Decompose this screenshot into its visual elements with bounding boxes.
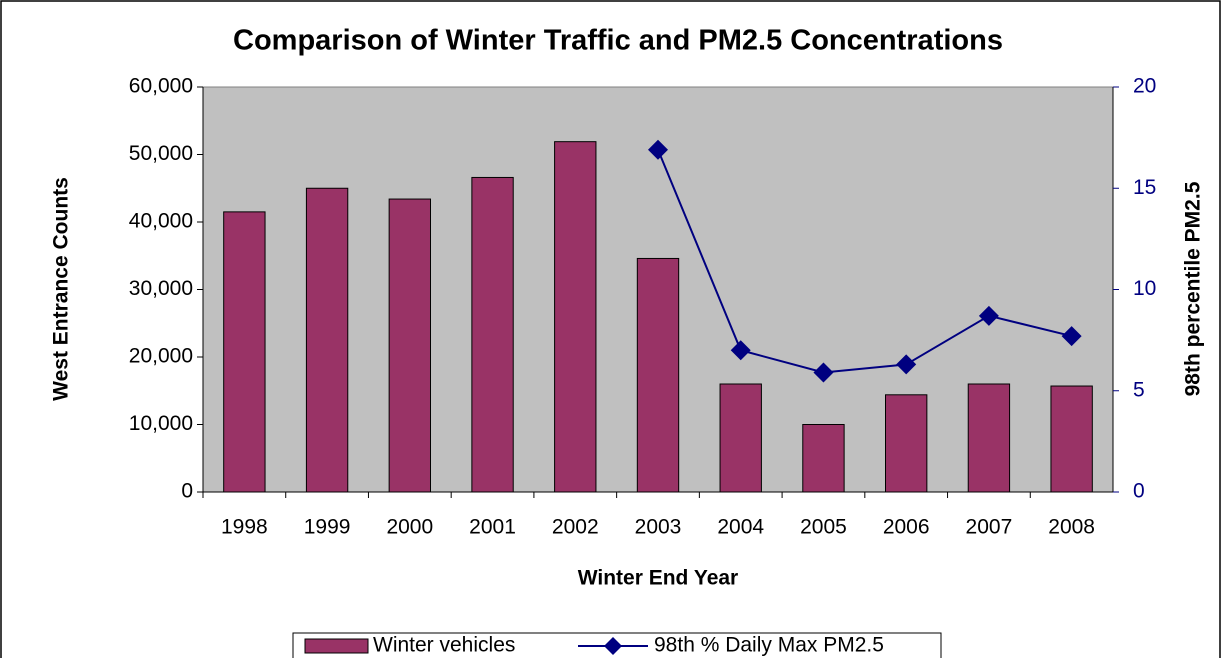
x-tick-label: 1998	[221, 516, 268, 539]
legend-label: Winter vehicles	[373, 634, 515, 657]
chart-title: Comparison of Winter Traffic and PM2.5 C…	[233, 25, 1003, 57]
y2-axis-title: 98th percentile PM2.5	[1182, 181, 1205, 396]
legend-marker	[604, 637, 622, 655]
x-tick-label: 1999	[304, 516, 351, 539]
y-tick-label: 40,000	[129, 210, 193, 233]
line	[657, 149, 1072, 374]
marker	[896, 354, 917, 375]
legend-swatch	[304, 638, 369, 654]
x-tick-label: 2006	[883, 516, 930, 539]
marker	[978, 305, 999, 326]
x-tick-label: 2002	[552, 516, 599, 539]
x-tick-label: 2004	[717, 516, 764, 539]
y-tick-label: 30,000	[129, 277, 193, 300]
marker	[648, 139, 668, 160]
x-tick-label: 2005	[800, 516, 847, 539]
marker	[813, 362, 834, 383]
x-tick-label: 2003	[635, 516, 682, 539]
y2-tick-label: 0	[1133, 480, 1145, 503]
bar	[305, 187, 349, 493]
bar	[719, 383, 762, 493]
bar	[885, 394, 928, 493]
bar	[471, 176, 514, 493]
bar	[388, 198, 431, 493]
bar	[554, 141, 597, 493]
marker	[1061, 326, 1082, 347]
y2-tick-label: 10	[1133, 277, 1156, 300]
bar	[636, 257, 680, 493]
marker	[730, 340, 751, 361]
y-tick-label: 60,000	[129, 75, 193, 98]
x-axis-title: Winter End Year	[578, 567, 738, 590]
y-tick-label: 20,000	[129, 345, 193, 368]
bar	[223, 211, 266, 493]
y2-tick-label: 20	[1133, 75, 1156, 98]
x-tick-label: 2001	[469, 516, 516, 539]
y2-tick-label: 5	[1133, 378, 1145, 401]
x-tick-label: 2008	[1048, 516, 1095, 539]
y-tick-label: 10,000	[129, 412, 193, 435]
y-axis-title: West Entrance Counts	[50, 177, 73, 401]
y-tick-label: 0	[181, 480, 193, 503]
x-tick-label: 2007	[966, 516, 1013, 539]
bar	[1050, 385, 1093, 493]
y-tick-label: 50,000	[129, 142, 193, 165]
bar	[802, 424, 845, 493]
legend-label: 98th % Daily Max PM2.5	[654, 634, 884, 657]
bar	[967, 383, 1011, 493]
x-tick-label: 2000	[386, 516, 433, 539]
y2-tick-label: 15	[1133, 176, 1156, 199]
